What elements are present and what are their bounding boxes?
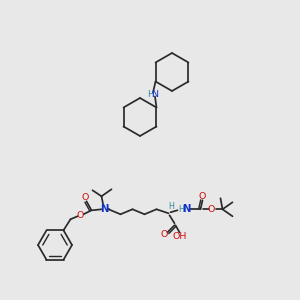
Text: O: O xyxy=(199,192,206,201)
Text: O: O xyxy=(208,205,215,214)
Text: N: N xyxy=(100,204,109,214)
Text: O: O xyxy=(82,193,89,202)
Text: H: H xyxy=(147,90,153,99)
Text: OH: OH xyxy=(172,232,187,241)
Text: N: N xyxy=(152,90,158,99)
Text: O: O xyxy=(77,211,84,220)
Text: O: O xyxy=(161,230,168,239)
Text: H: H xyxy=(178,205,184,214)
Text: N: N xyxy=(182,204,191,214)
Text: H: H xyxy=(169,202,174,211)
